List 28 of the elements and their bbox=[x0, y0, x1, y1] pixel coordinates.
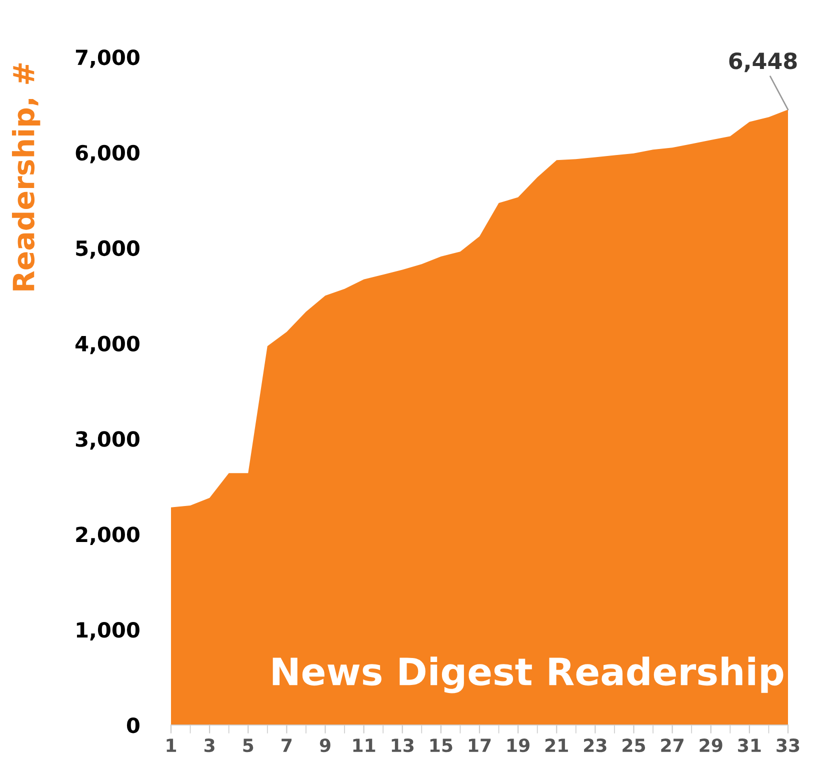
x-tick-label: 19 bbox=[508, 738, 530, 752]
text: News Digest Readership bbox=[272, 656, 784, 694]
y-tick-label: 7,000 bbox=[76, 49, 140, 68]
x-tick-label: 7 bbox=[282, 738, 292, 752]
y-tick-label: 6,000 bbox=[76, 144, 140, 164]
x-tick-label: 29 bbox=[700, 738, 722, 752]
y-tick-label: 2,000 bbox=[76, 526, 140, 546]
x-tick-label: 21 bbox=[545, 738, 568, 752]
x-tick-label: 3 bbox=[204, 738, 214, 752]
x-tick-label: 13 bbox=[392, 738, 414, 752]
x-tick-label: 15 bbox=[430, 738, 452, 752]
x-tick-label: 33 bbox=[776, 738, 800, 752]
y-tick-label: 1,000 bbox=[76, 622, 140, 640]
x-tick-label: 5 bbox=[243, 738, 254, 752]
x-tick-label: 1 bbox=[166, 738, 176, 752]
x-tick-label: 27 bbox=[661, 738, 684, 752]
x-tick-label: 23 bbox=[584, 738, 606, 752]
data-label: 6,448 bbox=[729, 52, 797, 72]
y-tick-label: 4,000 bbox=[75, 336, 140, 354]
y-axis-title: Readership, # bbox=[12, 63, 40, 290]
x-tick-label: 25 bbox=[622, 738, 646, 752]
x-tick-label: 31 bbox=[738, 738, 761, 752]
y-tick-label: 0 bbox=[126, 717, 140, 734]
x-tick-label: 11 bbox=[353, 738, 376, 752]
x-tick-label: 9 bbox=[320, 738, 330, 752]
x-tick-label: 17 bbox=[468, 738, 491, 752]
y-tick-label: 3,000 bbox=[76, 431, 140, 450]
y-tick-label: 5,000 bbox=[76, 240, 140, 259]
